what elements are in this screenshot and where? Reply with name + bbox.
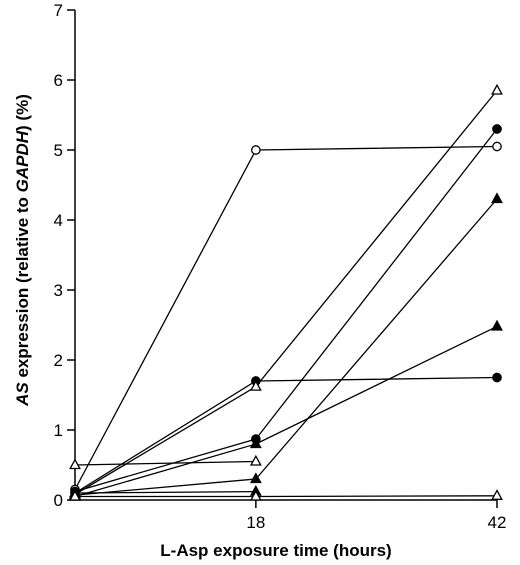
filled-triangle-marker	[249, 472, 262, 484]
y-axis-title-part: ) (%)	[13, 94, 32, 131]
open-triangle-marker	[491, 83, 503, 95]
x-axis-title: L-Asp exposure time (hours)	[160, 541, 391, 560]
series-line	[74, 325, 498, 498]
y-tick-label: 1	[54, 421, 63, 440]
y-axis-title-part: AS	[13, 382, 32, 407]
x-tick-label: 42	[488, 513, 507, 532]
open-triangle-marker	[249, 379, 262, 391]
y-tick-label: 7	[54, 1, 63, 20]
series-line	[74, 198, 498, 496]
y-tick-label: 6	[54, 71, 63, 90]
series-9	[69, 489, 503, 501]
filled-circle-marker	[492, 372, 502, 383]
series-line	[74, 145, 498, 490]
series-line	[74, 376, 498, 494]
series-group	[69, 83, 503, 501]
series-line	[74, 460, 256, 466]
y-axis-title-part: GAPDH	[13, 130, 32, 192]
series-6	[69, 192, 503, 500]
series-line	[75, 495, 498, 498]
series-7	[69, 454, 262, 470]
open-triangle-marker	[69, 489, 81, 501]
y-axis-title-part: expression (relative to	[13, 192, 32, 382]
series-8	[69, 484, 262, 498]
open-triangle-marker	[491, 489, 503, 500]
y-axis: 0 1 2 3 4 5 6 7	[54, 1, 76, 510]
y-tick-label: 5	[54, 141, 63, 160]
y-tick-label: 4	[54, 211, 63, 230]
y-tick-label: 2	[54, 351, 63, 370]
series-line	[74, 128, 498, 493]
filled-circle-marker	[492, 124, 502, 134]
series-5	[69, 319, 503, 501]
y-tick-label: 0	[54, 491, 63, 510]
y-tick-label: 3	[54, 281, 63, 300]
open-triangle-marker	[249, 454, 262, 466]
x-axis: 18 42	[75, 499, 507, 532]
series-1	[70, 141, 502, 495]
filled-triangle-marker	[249, 437, 262, 449]
filled-triangle-marker	[491, 192, 503, 204]
y-axis-title: AS expression (relative to GAPDH) (%)	[13, 94, 32, 407]
series-line	[74, 90, 498, 495]
x-tick-label: 18	[246, 513, 265, 532]
open-triangle-marker	[249, 489, 262, 501]
open-circle-marker	[492, 141, 502, 152]
filled-triangle-marker	[491, 319, 503, 331]
open-circle-marker	[251, 145, 261, 155]
series-line	[74, 490, 256, 494]
series-3	[70, 124, 502, 497]
open-triangle-marker	[69, 458, 81, 470]
